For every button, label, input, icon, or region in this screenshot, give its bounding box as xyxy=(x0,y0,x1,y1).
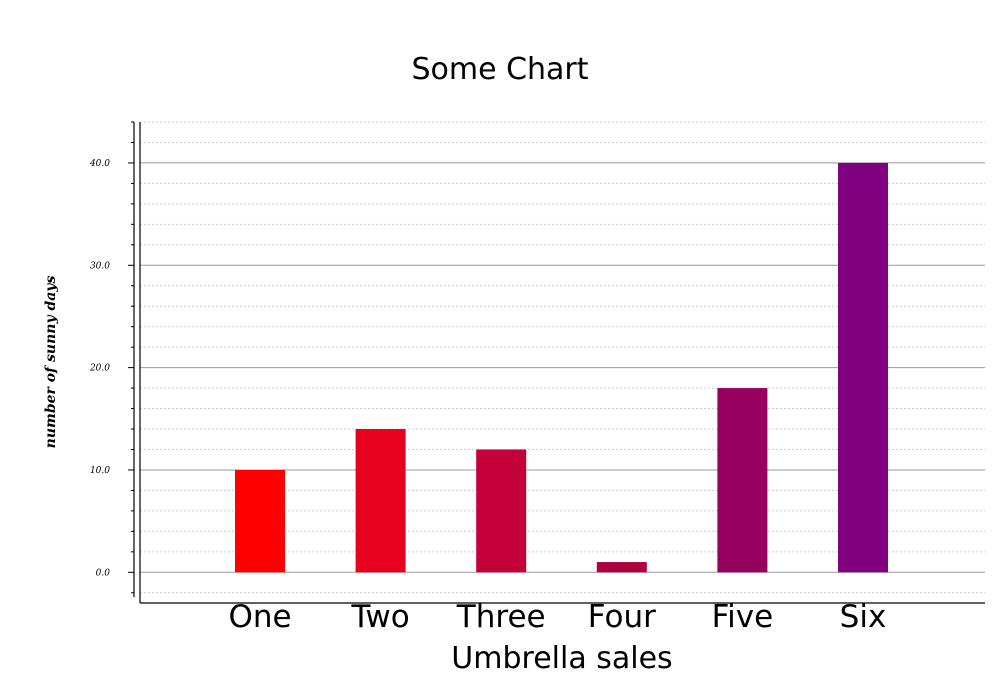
y-tick-label: 0.0 xyxy=(96,568,111,578)
bars xyxy=(235,162,888,573)
y-tick-label: 10.0 xyxy=(90,466,110,476)
y-tick-label: 20.0 xyxy=(89,364,110,374)
x-tick-label: Six xyxy=(840,599,887,635)
x-tick-label: Four xyxy=(588,599,656,635)
bar-three xyxy=(476,449,527,573)
x-category-labels: One Two Three Four Five Six xyxy=(228,599,886,635)
chart-title: Some Chart xyxy=(411,52,588,87)
x-tick-label: Three xyxy=(456,599,546,635)
bar-two xyxy=(355,429,406,573)
axes xyxy=(128,121,985,604)
x-axis-label: Umbrella sales xyxy=(451,641,672,676)
x-tick-label: One xyxy=(228,599,291,635)
bar-five xyxy=(717,388,768,573)
y-tick-labels: 0.0 10.0 20.0 30.0 40.0 xyxy=(89,159,110,578)
bar-six xyxy=(838,162,888,573)
bar-one xyxy=(235,469,285,573)
x-tick-label: Five xyxy=(712,599,774,635)
y-axis-label: number of sunny days xyxy=(43,276,59,449)
bar-four xyxy=(596,562,647,573)
x-tick-label: Two xyxy=(351,599,410,635)
y-tick-label: 30.0 xyxy=(90,261,110,271)
y-tick-label: 40.0 xyxy=(89,159,110,169)
